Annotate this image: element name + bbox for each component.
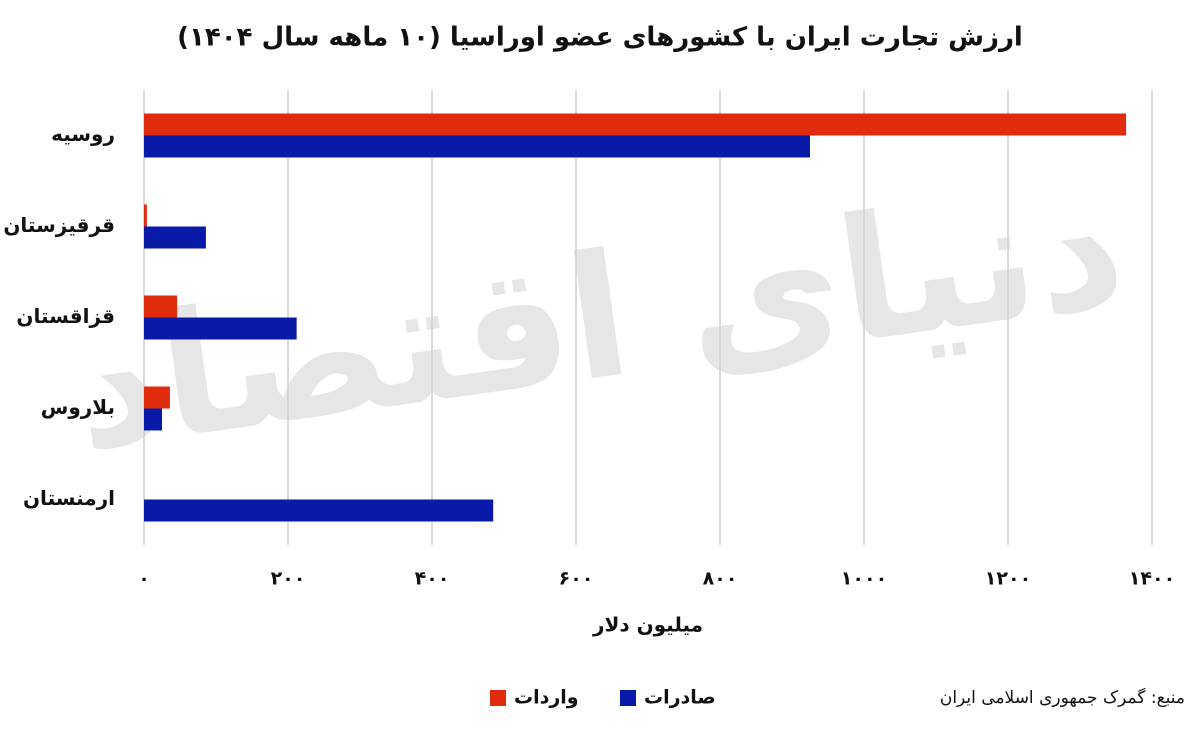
x-tick-label: ۸۰۰ (703, 568, 738, 590)
x-axis-label: میلیون دلار (592, 613, 703, 637)
y-tick-label: قزاقستان (16, 304, 115, 328)
bar (144, 499, 494, 522)
y-tick-label: بلاروس (41, 395, 115, 419)
source: منبع: گمرک جمهوری اسلامی ایران (940, 687, 1185, 708)
y-tick-label: روسیه (51, 122, 115, 146)
bar (144, 317, 297, 340)
legend-label: واردات (514, 687, 579, 709)
x-tick-label: ۱۲۰۰ (985, 568, 1031, 590)
bar (144, 113, 1127, 136)
chart-title: ارزش تجارت ایران با کشورهای عضو اوراسیا … (177, 23, 1023, 53)
bar (144, 204, 147, 227)
bar (144, 386, 170, 409)
x-tick-label: ۱۴۰۰ (1129, 568, 1175, 590)
legend-label: صادرات (644, 687, 716, 709)
y-tick-label: ارمنستان (23, 486, 115, 510)
bar (144, 135, 810, 158)
bar (144, 295, 178, 318)
y-tick-label: قرقیزستان (3, 213, 115, 237)
x-tick-label: ۶۰۰ (559, 568, 594, 590)
legend-swatch (490, 690, 506, 706)
x-tick-label: ۴۰۰ (415, 568, 450, 590)
bar (144, 408, 162, 431)
x-tick-label: ۱۰۰۰ (841, 568, 887, 590)
x-tick-label: ۰ (138, 568, 150, 590)
x-tick-label: ۲۰۰ (271, 568, 306, 590)
bar (144, 226, 206, 249)
legend-swatch (620, 690, 636, 706)
